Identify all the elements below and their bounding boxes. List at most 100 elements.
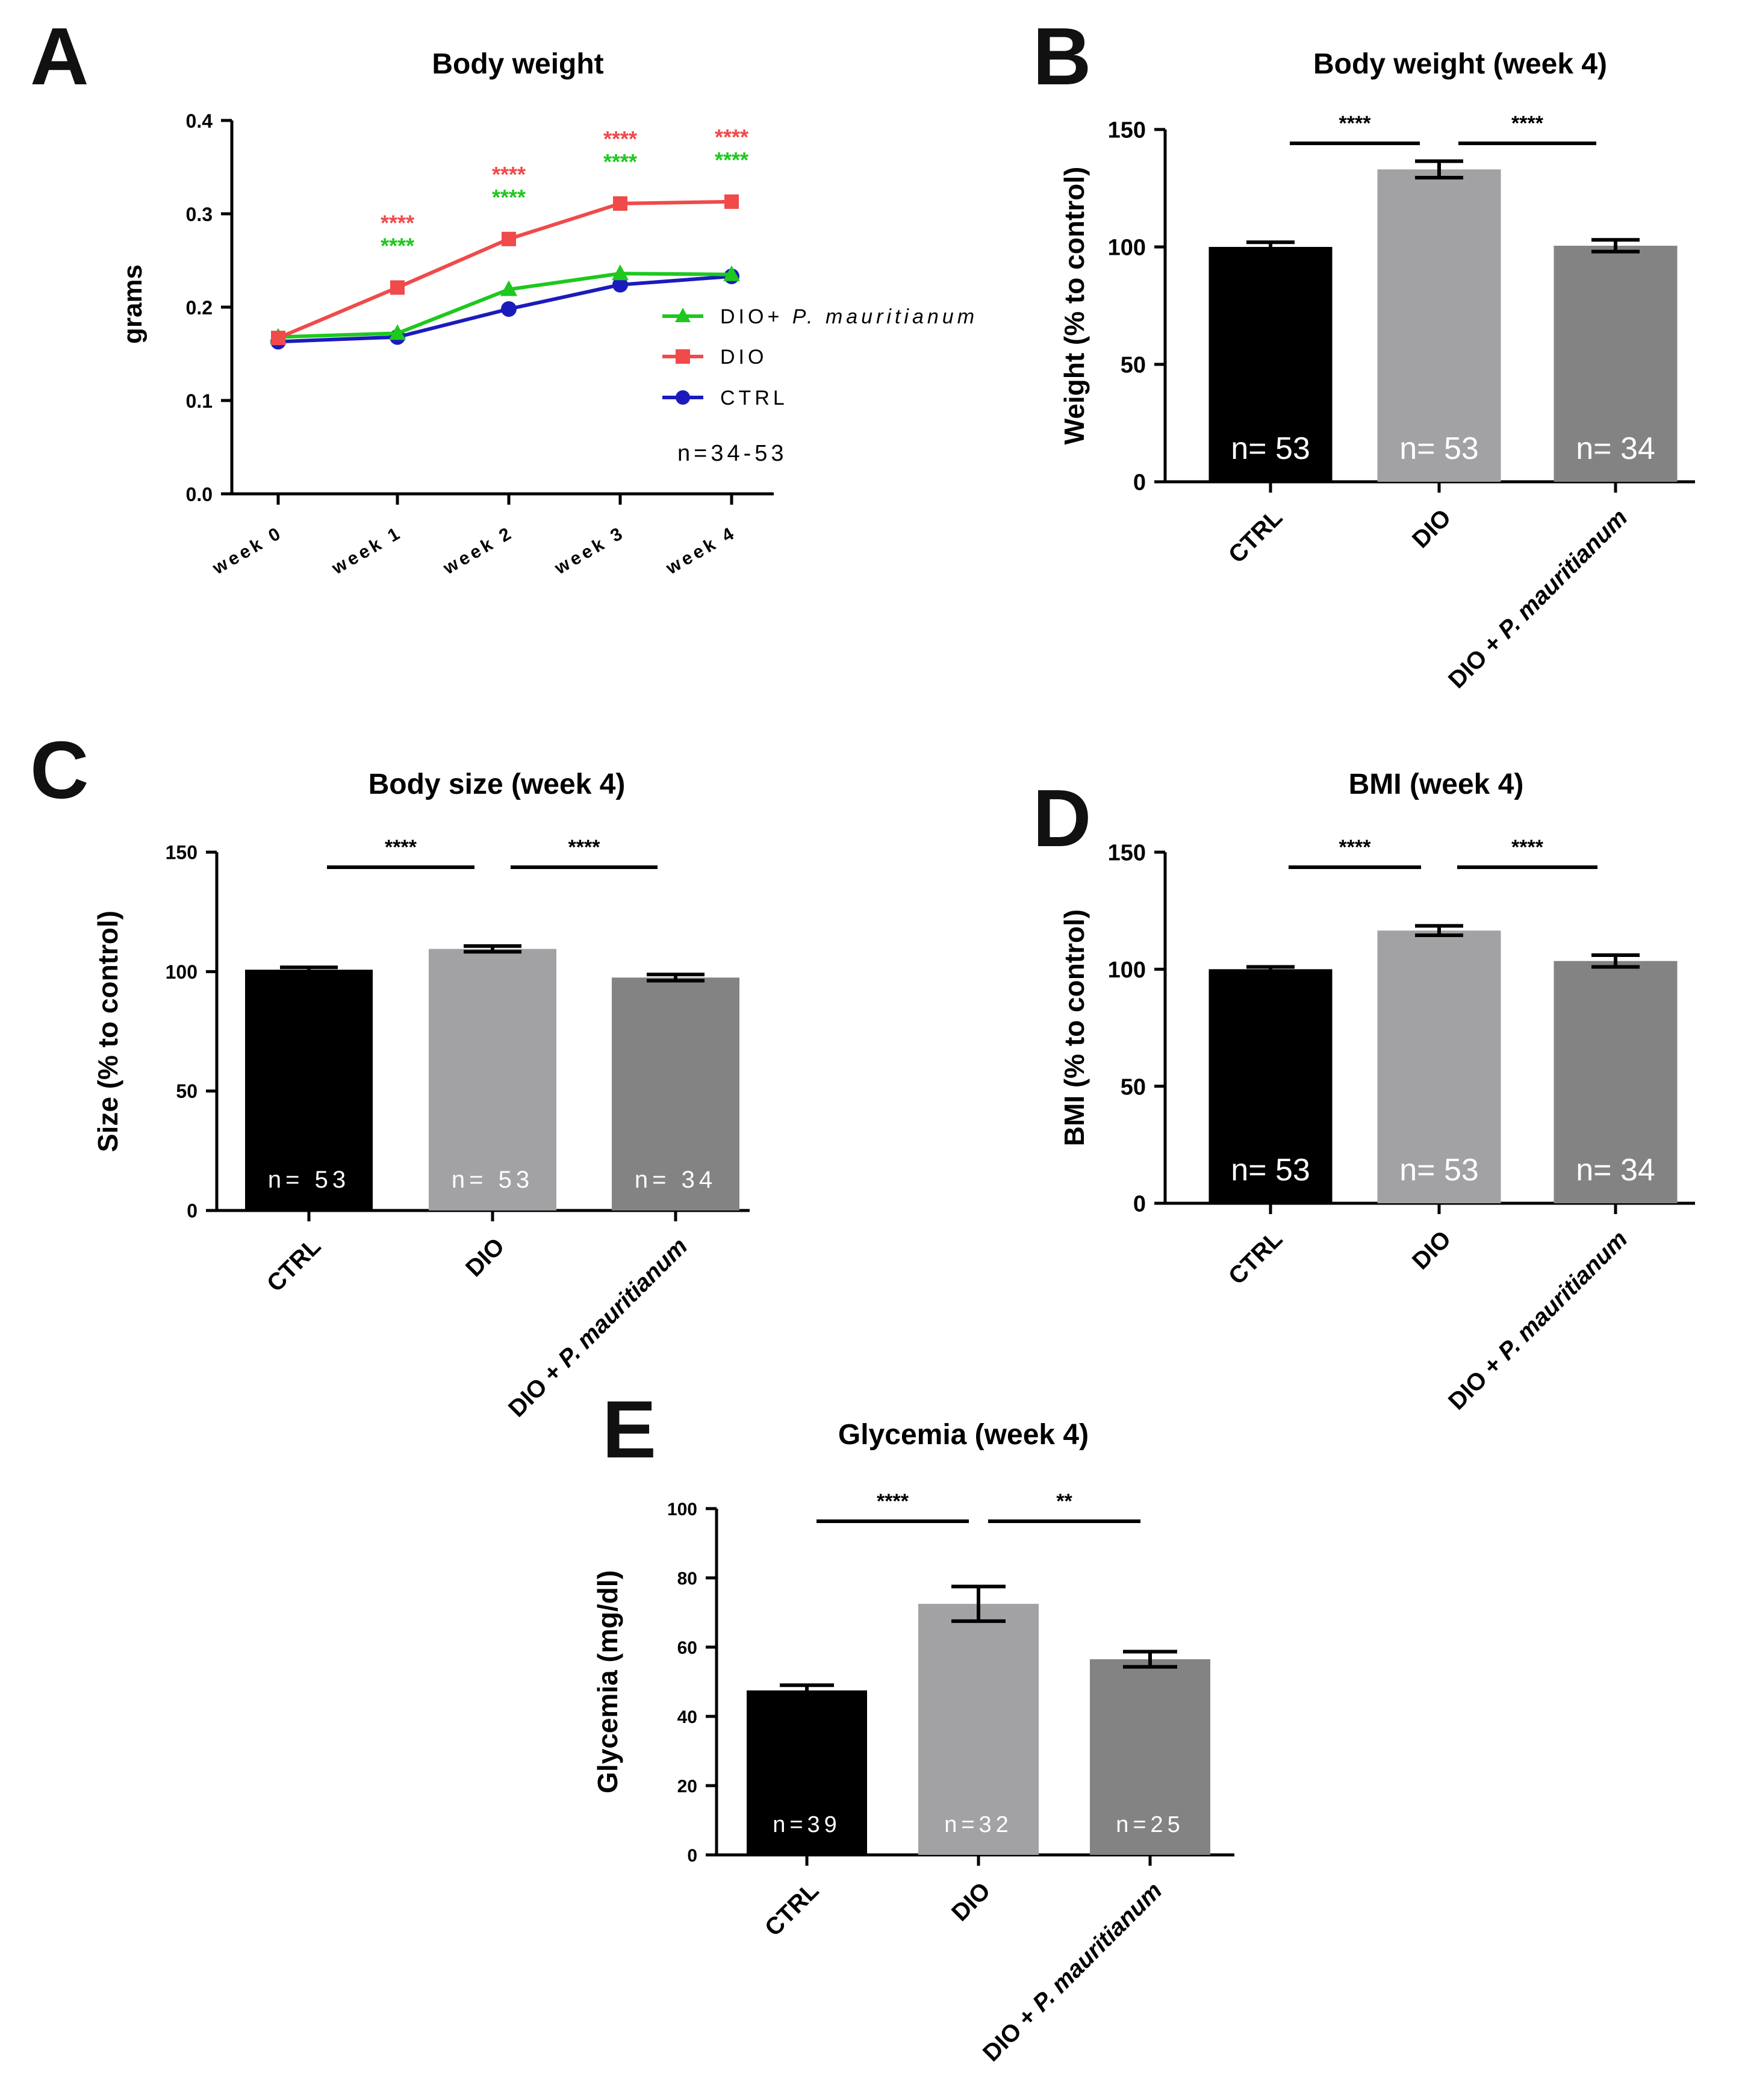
y-tick-label: 0.3 <box>186 204 213 225</box>
n-label: n= 34 <box>635 1167 717 1193</box>
error-bar <box>780 1683 834 1698</box>
x-tick-label: DIO <box>947 1877 995 1926</box>
data-point <box>271 331 285 346</box>
y-tick-label: 0.1 <box>186 390 213 412</box>
panel-letter-a: A <box>30 11 89 102</box>
panel-letter-c: C <box>30 724 89 815</box>
significance-red: **** <box>381 210 414 235</box>
text-span: DIO <box>461 1233 509 1282</box>
panel-d-bar-chart: BMI (week 4) 0 50 100 150 BMI (% to control) n… <box>1059 768 1695 1415</box>
bar-ctrl <box>1208 247 1333 482</box>
x-tick-label: week 4 <box>662 522 740 578</box>
error-bar <box>280 965 338 974</box>
significance-red: **** <box>715 125 748 149</box>
panel-a-line-chart: Body weight 0.0 0.1 0.2 0.3 0.4 week 0 week 1 we… <box>118 48 978 579</box>
y-tick-label: 150 <box>166 842 198 864</box>
significance-label: ** <box>1056 1490 1072 1513</box>
data-point <box>500 280 517 296</box>
n-label: n=39 <box>773 1812 841 1837</box>
bar-ctrl <box>1208 969 1333 1203</box>
bar-ctrl <box>245 970 373 1210</box>
legend: DIO+ P. mauritianum DIO CTRL <box>662 305 978 410</box>
n-label: n= 53 <box>1231 431 1310 466</box>
data-point <box>613 196 627 211</box>
chart-title: Glycemia (week 4) <box>838 1419 1089 1451</box>
error-bar <box>1246 965 1295 974</box>
data-point <box>389 324 406 340</box>
text-span: DIO+ <box>720 305 783 328</box>
x-tick-label: CTRL <box>760 1877 824 1942</box>
chart-title: Body weight (week 4) <box>1313 48 1607 80</box>
bar-dio <box>429 949 556 1210</box>
y-tick-label: 0 <box>687 1846 697 1866</box>
text-span: P. mauritianum <box>1028 1877 1168 2017</box>
significance-green: **** <box>715 148 748 172</box>
y-axis-label: BMI (% to control) <box>1059 909 1090 1147</box>
y-tick-label: 50 <box>176 1080 198 1102</box>
data-point <box>501 301 517 317</box>
legend-marker <box>676 390 690 405</box>
bar-dio <box>1377 930 1501 1203</box>
x-tick-label: week 3 <box>551 522 629 578</box>
x-tick-label: CTRL <box>262 1233 326 1297</box>
n-label: n= 53 <box>1231 1153 1310 1188</box>
panel-letter-e: E <box>602 1384 656 1475</box>
text-span: DIO + <box>1443 625 1512 694</box>
panel-e-bar-chart: Glycemia (week 4) 0 20 40 60 80 100 Glycemia (m… <box>592 1419 1234 2067</box>
x-tick-label: CTRL <box>1224 1226 1288 1290</box>
text-span: P. mauritianum <box>783 305 978 328</box>
chart-title: Body weight <box>432 48 603 80</box>
error-bar <box>1591 238 1640 254</box>
data-point <box>724 194 739 209</box>
text-span: DIO <box>1407 504 1456 553</box>
y-tick-label: 50 <box>1121 1074 1146 1100</box>
text-span: P. mauritianum <box>1493 504 1633 644</box>
series-ctrl <box>270 268 739 350</box>
chart-title: Body size (week 4) <box>369 768 626 800</box>
x-tick-label: DIO + P. mauritianum <box>1443 504 1632 693</box>
n-label: n= 53 <box>1399 431 1479 466</box>
y-axis-label: Glycemia (mg/dl) <box>592 1570 623 1793</box>
bar-dio-p-mauritianum <box>1554 961 1678 1203</box>
legend-marker <box>676 349 690 364</box>
text-span: CTRL <box>720 387 788 410</box>
bar-ctrl <box>747 1690 867 1855</box>
text-span: DIO + <box>1443 1347 1512 1415</box>
significance-green: **** <box>381 233 414 258</box>
chart-title: BMI (week 4) <box>1349 768 1524 800</box>
text-span: P. mauritianum <box>1493 1226 1633 1365</box>
y-tick-label: 0 <box>1133 470 1146 496</box>
bar-dio <box>918 1604 1039 1855</box>
x-tick-label: DIO + P. mauritianum <box>503 1233 692 1422</box>
data-point <box>612 264 629 281</box>
data-point <box>390 280 405 295</box>
y-axis-label: Size (% to control) <box>92 911 123 1152</box>
y-tick-label: 150 <box>1108 841 1146 866</box>
legend-label: DIO <box>720 346 767 369</box>
legend-marker <box>675 308 691 322</box>
y-tick-label: 0.0 <box>186 484 213 505</box>
x-tick-label: DIO + P. mauritianum <box>978 1877 1167 2066</box>
bar-dio-p-mauritianum <box>1554 246 1678 482</box>
n-label: n= 34 <box>1576 431 1655 466</box>
y-tick-label: 100 <box>1108 235 1146 261</box>
text-span: DIO + <box>978 1998 1047 2067</box>
significance-label: **** <box>1511 836 1544 859</box>
panel-c-bar-chart: Body size (week 4) 0 50 100 150 Size (% to co… <box>92 768 750 1422</box>
x-tick-label: CTRL <box>1224 504 1288 569</box>
significance-red: **** <box>492 162 526 187</box>
bar-dio-p-mauritianum <box>1090 1659 1210 1855</box>
y-tick-label: 100 <box>667 1500 697 1519</box>
n-label: n= 34 <box>1576 1153 1655 1188</box>
x-tick-label: DIO <box>1407 504 1456 553</box>
legend-label: DIO+ P. mauritianum <box>720 305 978 328</box>
y-tick-label: 40 <box>677 1707 697 1727</box>
significance-label: **** <box>568 836 601 859</box>
text-span: CTRL <box>262 1233 326 1297</box>
x-tick-label: DIO <box>461 1233 509 1282</box>
text-span: DIO <box>947 1877 995 1926</box>
n-label: n= 53 <box>268 1167 350 1193</box>
series-dio <box>271 194 739 346</box>
text-span: CTRL <box>760 1877 824 1942</box>
